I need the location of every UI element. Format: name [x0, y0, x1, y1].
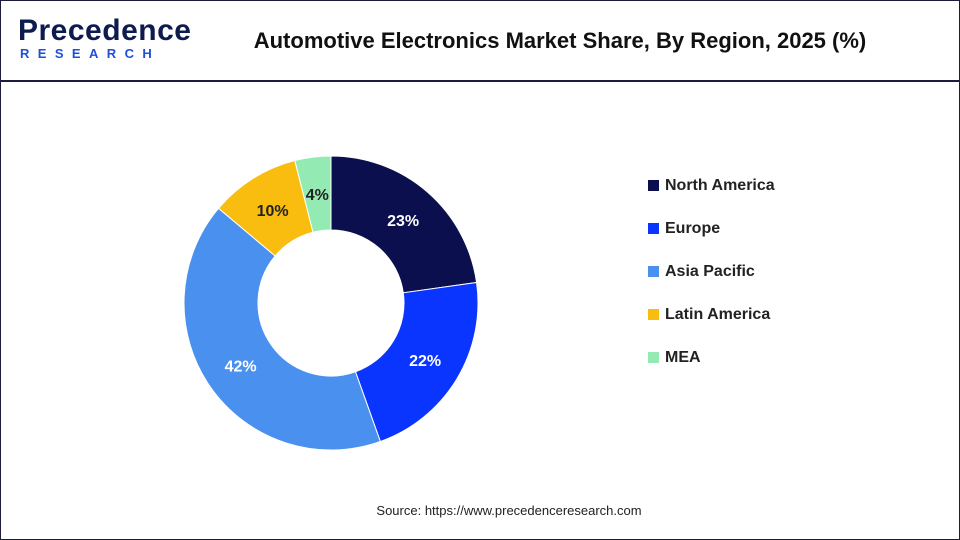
- legend-label: Asia Pacific: [665, 263, 755, 280]
- legend-item: Latin America: [648, 305, 775, 348]
- slice-label-asia-pacific: 42%: [225, 359, 257, 376]
- slice-label-latin-america: 10%: [257, 203, 289, 220]
- header-divider: [0, 80, 960, 82]
- chart-legend: North America Europe Asia Pacific Latin Ame…: [648, 176, 775, 391]
- donut-chart-svg: 23% 22% 42% 10% 4%: [183, 155, 479, 451]
- legend-item: MEA: [648, 348, 775, 391]
- chart-title: Automotive Electronics Market Share, By …: [253, 28, 867, 53]
- legend-swatch: [648, 266, 659, 277]
- legend-swatch: [648, 309, 659, 320]
- company-logo: Precedence RESEARCH: [18, 14, 191, 66]
- legend-label: Europe: [665, 220, 721, 237]
- slice-label-europe: 22%: [409, 353, 441, 370]
- legend-item: Asia Pacific: [648, 262, 775, 305]
- slice-europe: [354, 281, 479, 443]
- slice-mea: [294, 155, 332, 233]
- slice-north-america: [330, 155, 478, 294]
- legend-swatch: [648, 223, 659, 234]
- legend-item: Europe: [648, 219, 775, 262]
- legend-swatch: [648, 180, 659, 191]
- slice-label-north-america: 23%: [387, 213, 419, 230]
- legend-label: MEA: [665, 349, 701, 366]
- legend-swatch: [648, 352, 659, 363]
- donut-chart: 23% 22% 42% 10% 4%: [150, 130, 520, 480]
- legend-item: North America: [648, 176, 775, 219]
- legend-label: North America: [665, 177, 775, 194]
- logo-wordmark: Precedence: [18, 14, 192, 47]
- header: Precedence RESEARCH Automotive Electroni…: [0, 0, 960, 80]
- logo-subtitle: RESEARCH: [20, 46, 161, 61]
- slice-label-mea: 4%: [306, 187, 329, 204]
- source-note: Source: https://www.precedenceresearch.c…: [376, 503, 642, 518]
- legend-label: Latin America: [665, 306, 771, 323]
- slice-asia-pacific: [183, 207, 381, 451]
